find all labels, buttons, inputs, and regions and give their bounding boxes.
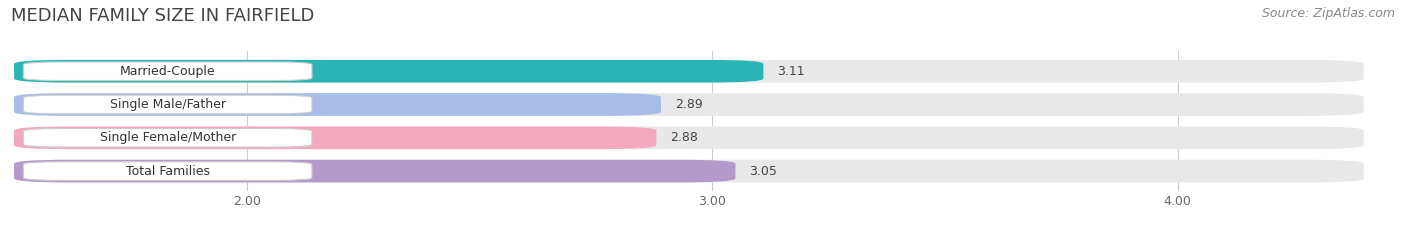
Text: 3.05: 3.05 xyxy=(749,164,778,178)
Text: Single Male/Father: Single Male/Father xyxy=(110,98,225,111)
Text: Source: ZipAtlas.com: Source: ZipAtlas.com xyxy=(1261,7,1395,20)
FancyBboxPatch shape xyxy=(14,60,1364,82)
Text: MEDIAN FAMILY SIZE IN FAIRFIELD: MEDIAN FAMILY SIZE IN FAIRFIELD xyxy=(11,7,315,25)
Text: Married-Couple: Married-Couple xyxy=(120,65,215,78)
Text: 2.88: 2.88 xyxy=(671,131,699,144)
Text: 3.11: 3.11 xyxy=(778,65,806,78)
FancyBboxPatch shape xyxy=(24,95,312,114)
FancyBboxPatch shape xyxy=(14,93,661,116)
Text: Total Families: Total Families xyxy=(125,164,209,178)
FancyBboxPatch shape xyxy=(24,129,312,147)
FancyBboxPatch shape xyxy=(14,160,735,182)
FancyBboxPatch shape xyxy=(14,93,1364,116)
FancyBboxPatch shape xyxy=(24,62,312,81)
FancyBboxPatch shape xyxy=(14,127,657,149)
FancyBboxPatch shape xyxy=(14,127,1364,149)
FancyBboxPatch shape xyxy=(24,162,312,180)
Text: Single Female/Mother: Single Female/Mother xyxy=(100,131,236,144)
FancyBboxPatch shape xyxy=(14,60,763,82)
Text: 2.89: 2.89 xyxy=(675,98,703,111)
FancyBboxPatch shape xyxy=(14,160,1364,182)
